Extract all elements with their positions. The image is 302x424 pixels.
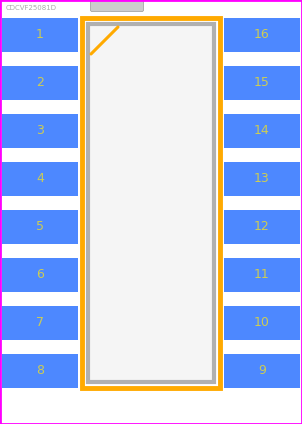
Bar — [224, 18, 300, 52]
Bar — [224, 306, 300, 340]
Bar — [224, 66, 300, 100]
FancyBboxPatch shape — [91, 0, 143, 11]
Bar — [2, 114, 78, 148]
Bar — [2, 66, 78, 100]
Text: CDCVF25081D: CDCVF25081D — [6, 5, 57, 11]
Text: 9: 9 — [258, 365, 266, 377]
Bar — [2, 306, 78, 340]
Bar — [2, 18, 78, 52]
Bar — [2, 354, 78, 388]
Text: 10: 10 — [254, 316, 270, 329]
Text: 6: 6 — [36, 268, 44, 282]
Text: 11: 11 — [254, 268, 270, 282]
Text: 5: 5 — [36, 220, 44, 234]
Bar — [224, 114, 300, 148]
Text: 8: 8 — [36, 365, 44, 377]
Text: 13: 13 — [254, 173, 270, 186]
Bar — [82, 18, 220, 388]
Bar — [88, 24, 214, 382]
Bar — [224, 162, 300, 196]
Text: 7: 7 — [36, 316, 44, 329]
Bar — [224, 210, 300, 244]
Bar — [2, 258, 78, 292]
Text: 3: 3 — [36, 125, 44, 137]
Bar — [224, 354, 300, 388]
Text: 15: 15 — [254, 76, 270, 89]
Text: 16: 16 — [254, 28, 270, 42]
Bar — [2, 162, 78, 196]
Text: 12: 12 — [254, 220, 270, 234]
Text: 4: 4 — [36, 173, 44, 186]
Text: 14: 14 — [254, 125, 270, 137]
Text: 1: 1 — [36, 28, 44, 42]
Bar — [224, 258, 300, 292]
Text: 2: 2 — [36, 76, 44, 89]
Bar — [2, 210, 78, 244]
